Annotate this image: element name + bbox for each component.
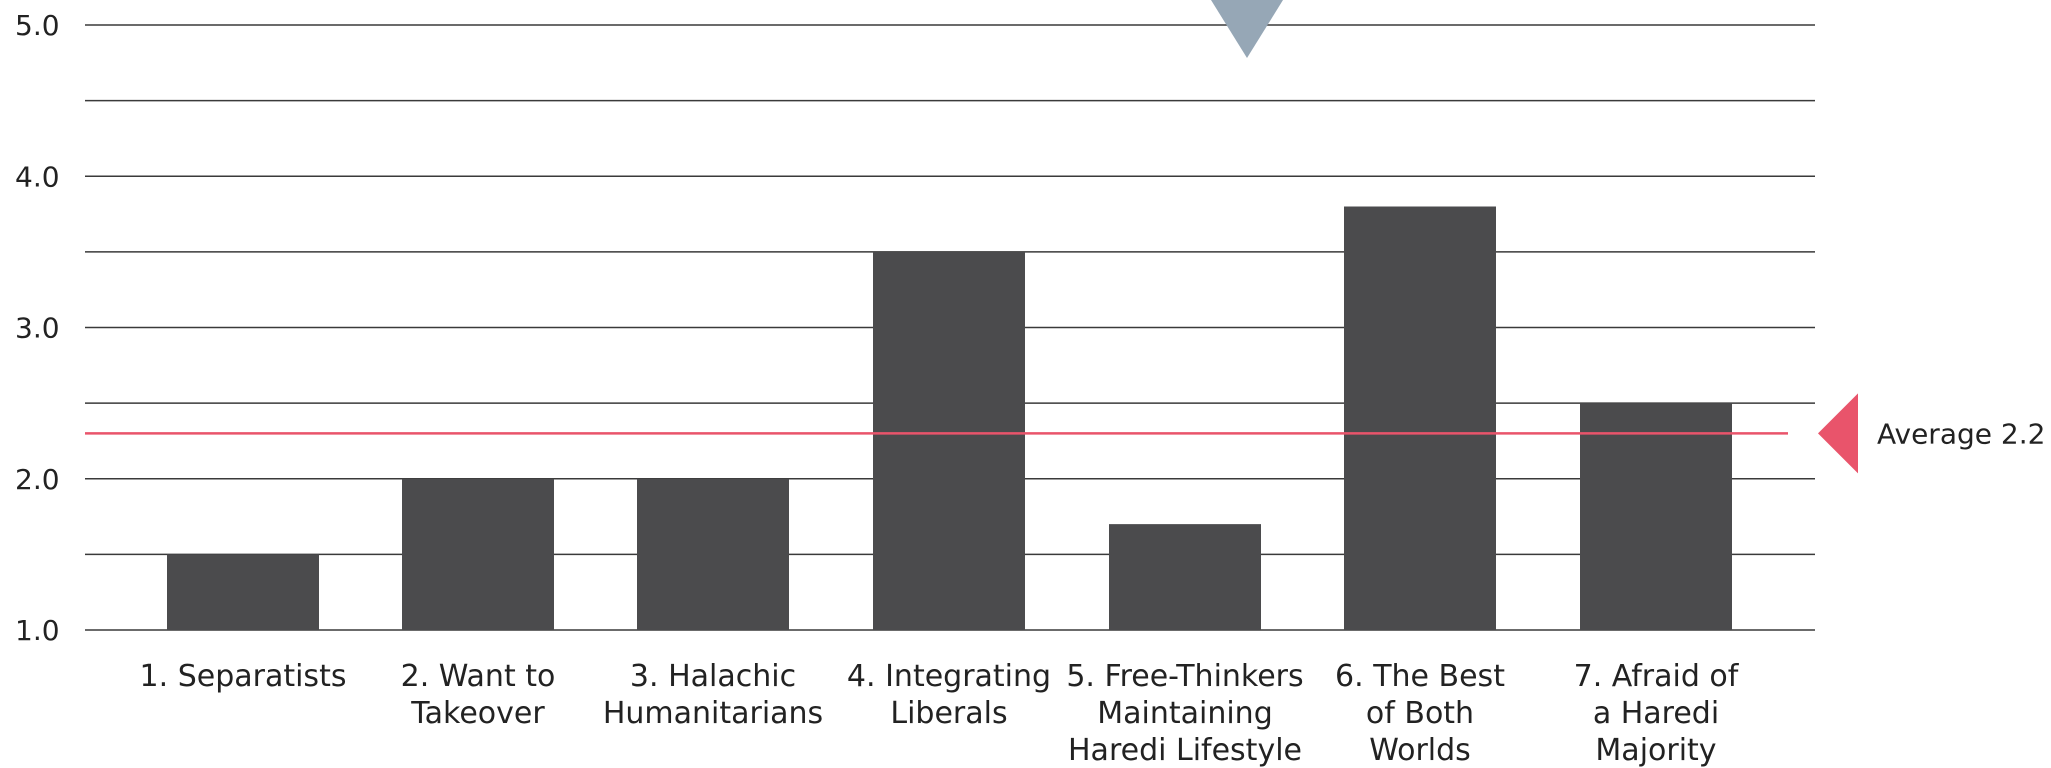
bar (873, 251, 1025, 630)
y-tick-label: 1.0 (15, 614, 60, 647)
bar (1580, 403, 1732, 630)
x-tick-label: 2. Want to (401, 659, 556, 694)
x-tick-label: Takeover (410, 696, 545, 731)
bar (1344, 206, 1496, 630)
x-tick-label: Liberals (890, 696, 1007, 731)
bar (167, 554, 319, 630)
average-line-group: Average 2.2 (85, 393, 2045, 474)
x-tick-label: Majority (1595, 733, 1716, 768)
x-tick-label: Humanitarians (603, 696, 823, 731)
highlight-marker-icon (1211, 0, 1283, 58)
highlight-marker-group (1211, 0, 1283, 58)
x-tick-label: 4. Integrating (847, 659, 1051, 694)
x-tick-label: Worlds (1369, 733, 1471, 768)
y-axis-ticks: 1.0 2.0 3.0 4.0 5.0 (15, 9, 60, 647)
y-tick-label: 2.0 (15, 463, 60, 496)
x-tick-label: a Haredi (1593, 696, 1719, 731)
x-tick-label: Haredi Lifestyle (1068, 733, 1302, 768)
average-marker-icon (1818, 393, 1858, 474)
bar (402, 478, 554, 630)
x-tick-label: 3. Halachic (630, 659, 796, 694)
average-label: Average 2.2 (1877, 417, 2045, 450)
bar (1109, 524, 1261, 630)
x-tick-label: 5. Free-Thinkers (1066, 659, 1303, 694)
x-tick-label: 7. Afraid of (1574, 659, 1740, 694)
x-tick-label: Maintaining (1097, 696, 1273, 731)
x-tick-label: of Both (1366, 696, 1474, 731)
x-tick-label: 6. The Best (1335, 659, 1505, 694)
y-tick-label: 5.0 (15, 9, 60, 42)
bar (637, 478, 789, 630)
y-tick-label: 3.0 (15, 312, 60, 345)
y-tick-label: 4.0 (15, 160, 60, 193)
bars (167, 206, 1732, 630)
x-tick-label: 1. Separatists (140, 659, 347, 694)
